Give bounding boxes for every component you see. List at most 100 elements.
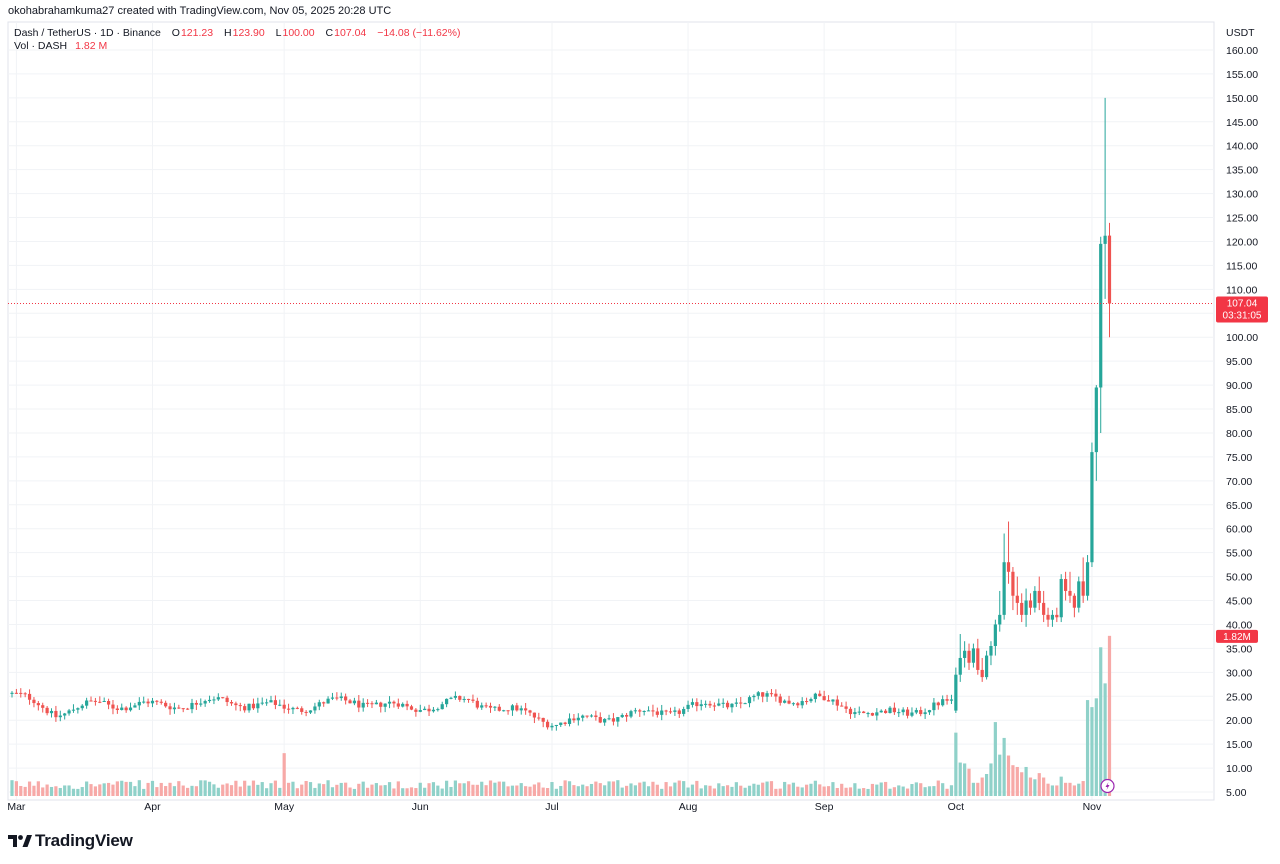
symbol-label[interactable]: Dash / TetherUS · 1D · Binance — [14, 27, 161, 39]
candle-body[interactable] — [967, 650, 971, 663]
volume-bar[interactable] — [818, 784, 822, 796]
candle-body[interactable] — [361, 702, 365, 708]
volume-bar[interactable] — [655, 784, 659, 796]
candle-body[interactable] — [234, 703, 238, 706]
candle-body[interactable] — [1042, 602, 1046, 615]
volume-bar[interactable] — [791, 782, 796, 796]
volume-bar[interactable] — [603, 785, 607, 796]
volume-bar[interactable] — [545, 787, 550, 796]
volume-bar[interactable] — [932, 786, 936, 796]
volume-bar[interactable] — [870, 783, 875, 796]
volume-bar[interactable] — [181, 785, 185, 796]
candle-body[interactable] — [1077, 581, 1081, 608]
candle-body[interactable] — [339, 696, 343, 699]
volume-bar[interactable] — [813, 780, 817, 796]
candle-body[interactable] — [589, 715, 594, 717]
candle-body[interactable] — [796, 703, 800, 706]
volume-bar[interactable] — [142, 788, 146, 796]
candle-body[interactable] — [1028, 600, 1033, 608]
candle-body[interactable] — [14, 692, 18, 694]
volume-bar[interactable] — [256, 784, 260, 796]
candle-body[interactable] — [515, 705, 519, 711]
volume-bar[interactable] — [954, 732, 958, 796]
volume-bar[interactable] — [480, 781, 484, 796]
volume-bar[interactable] — [515, 785, 519, 796]
candle-body[interactable] — [225, 697, 229, 703]
candle-body[interactable] — [1081, 581, 1085, 596]
volume-bar[interactable] — [774, 788, 778, 796]
volume-bar[interactable] — [76, 788, 80, 796]
volume-bar[interactable] — [651, 781, 655, 796]
candle-body[interactable] — [550, 725, 554, 728]
volume-bar[interactable] — [128, 781, 133, 796]
volume-bar[interactable] — [339, 782, 343, 796]
candle-body[interactable] — [335, 697, 339, 699]
volume-bar[interactable] — [458, 783, 462, 796]
candle-body[interactable] — [488, 705, 493, 708]
candle-body[interactable] — [85, 700, 89, 706]
candle-body[interactable] — [708, 703, 712, 706]
candle-body[interactable] — [826, 700, 831, 702]
candle-body[interactable] — [304, 711, 308, 713]
candle-body[interactable] — [857, 711, 861, 713]
volume-bar[interactable] — [664, 782, 668, 796]
candle-body[interactable] — [475, 700, 479, 708]
volume-bar[interactable] — [357, 783, 361, 796]
candle-body[interactable] — [607, 718, 611, 720]
candle-body[interactable] — [633, 710, 637, 712]
volume-bar[interactable] — [374, 783, 378, 796]
volume-bar[interactable] — [730, 786, 734, 796]
candle-body[interactable] — [291, 707, 295, 710]
volume-bar[interactable] — [576, 786, 580, 796]
candle-body[interactable] — [203, 701, 207, 704]
candle-body[interactable] — [682, 708, 686, 714]
volume-bar[interactable] — [396, 781, 400, 796]
candle-body[interactable] — [572, 718, 576, 721]
candle-body[interactable] — [405, 703, 409, 707]
candle-body[interactable] — [971, 648, 976, 663]
volume-bar[interactable] — [273, 780, 277, 796]
candle-body[interactable] — [888, 707, 892, 714]
candle-body[interactable] — [945, 699, 949, 701]
candle-body[interactable] — [541, 717, 545, 722]
candle-body[interactable] — [128, 707, 133, 711]
candle-body[interactable] — [471, 699, 475, 701]
candle-body[interactable] — [142, 701, 146, 703]
volume-bar[interactable] — [1099, 647, 1103, 796]
candle-body[interactable] — [45, 707, 49, 714]
candle-body[interactable] — [497, 706, 501, 711]
candle-body[interactable] — [620, 714, 624, 718]
candle-body[interactable] — [1020, 602, 1024, 615]
volume-bar[interactable] — [10, 780, 14, 796]
volume-bar[interactable] — [804, 784, 809, 796]
candle-body[interactable] — [418, 710, 422, 712]
candle-body[interactable] — [146, 701, 150, 704]
candle-body[interactable] — [164, 702, 168, 707]
volume-bar[interactable] — [1050, 785, 1055, 796]
candle-body[interactable] — [120, 707, 124, 711]
volume-bar[interactable] — [910, 784, 914, 796]
candle-body[interactable] — [774, 693, 778, 697]
candle-body[interactable] — [383, 703, 387, 707]
candle-body[interactable] — [756, 692, 760, 696]
candle-body[interactable] — [673, 710, 677, 712]
candle-body[interactable] — [638, 710, 642, 712]
candle-body[interactable] — [374, 702, 378, 705]
volume-bar[interactable] — [1046, 783, 1050, 796]
volume-bar[interactable] — [186, 787, 190, 796]
candle-body[interactable] — [835, 699, 839, 706]
volume-bar[interactable] — [234, 780, 238, 796]
volume-bar[interactable] — [638, 782, 642, 796]
volume-bar[interactable] — [436, 785, 440, 796]
candle-body[interactable] — [1015, 595, 1019, 603]
candle-body[interactable] — [58, 715, 62, 718]
candle-body[interactable] — [269, 700, 273, 703]
candle-body[interactable] — [554, 724, 558, 726]
volume-bar[interactable] — [137, 780, 141, 796]
candle-body[interactable] — [949, 699, 954, 701]
volume-bar[interactable] — [537, 782, 541, 796]
candle-body[interactable] — [989, 645, 993, 656]
volume-bar[interactable] — [361, 781, 365, 796]
volume-bar[interactable] — [401, 788, 405, 796]
candle-body[interactable] — [954, 674, 958, 711]
